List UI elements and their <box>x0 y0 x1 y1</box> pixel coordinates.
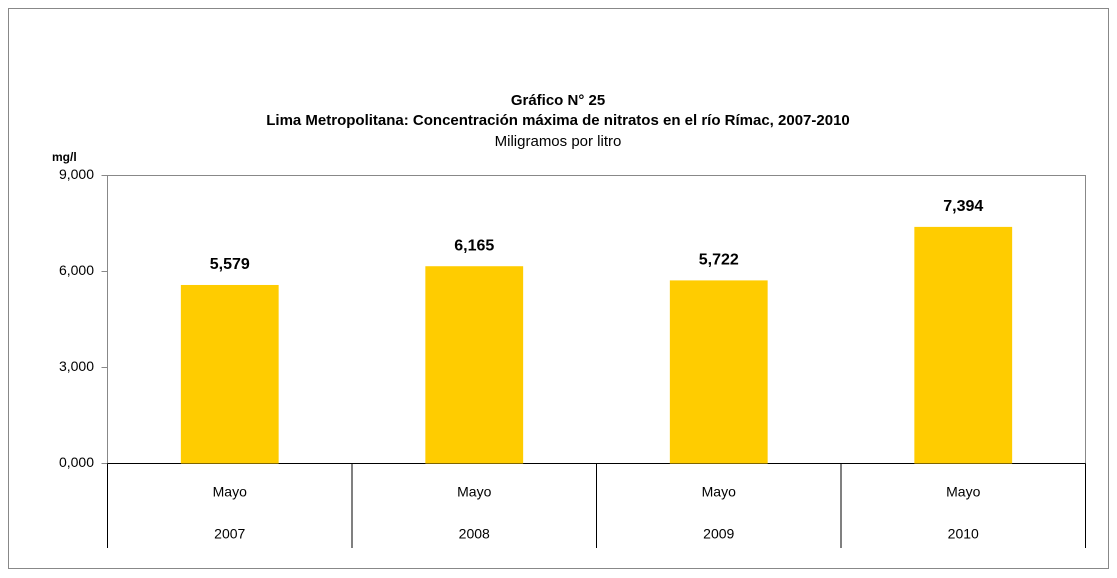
bar <box>180 284 279 464</box>
value-label: 7,394 <box>943 198 983 215</box>
x-tick-label: Mayo <box>702 484 736 500</box>
x-tick-label: 2008 <box>459 526 490 542</box>
x-tick-label: Mayo <box>457 484 491 500</box>
bar <box>669 280 768 464</box>
x-tick-label: 2007 <box>214 526 245 542</box>
bar <box>914 226 1013 464</box>
x-tick-label: Mayo <box>213 484 247 500</box>
y-axis-label: mg/l <box>52 150 77 164</box>
unit-note: Miligramos por litro <box>495 133 622 150</box>
value-label: 5,579 <box>210 256 250 273</box>
y-tick-label: 9,000 <box>59 166 94 182</box>
value-label: 5,722 <box>699 252 739 269</box>
x-tick-label: Mayo <box>946 484 980 500</box>
x-tick-label: 2010 <box>948 526 979 542</box>
chart-subtitle: Lima Metropolitana: Concentración máxima… <box>266 112 850 129</box>
x-tick-label: 2009 <box>703 526 734 542</box>
value-label: 6,165 <box>454 237 494 254</box>
y-tick-label: 0,000 <box>59 454 94 470</box>
chart-title: Gráfico N° 25 <box>511 92 605 109</box>
bar <box>425 266 524 464</box>
y-tick-label: 6,000 <box>59 262 94 278</box>
y-tick-label: 3,000 <box>59 358 94 374</box>
